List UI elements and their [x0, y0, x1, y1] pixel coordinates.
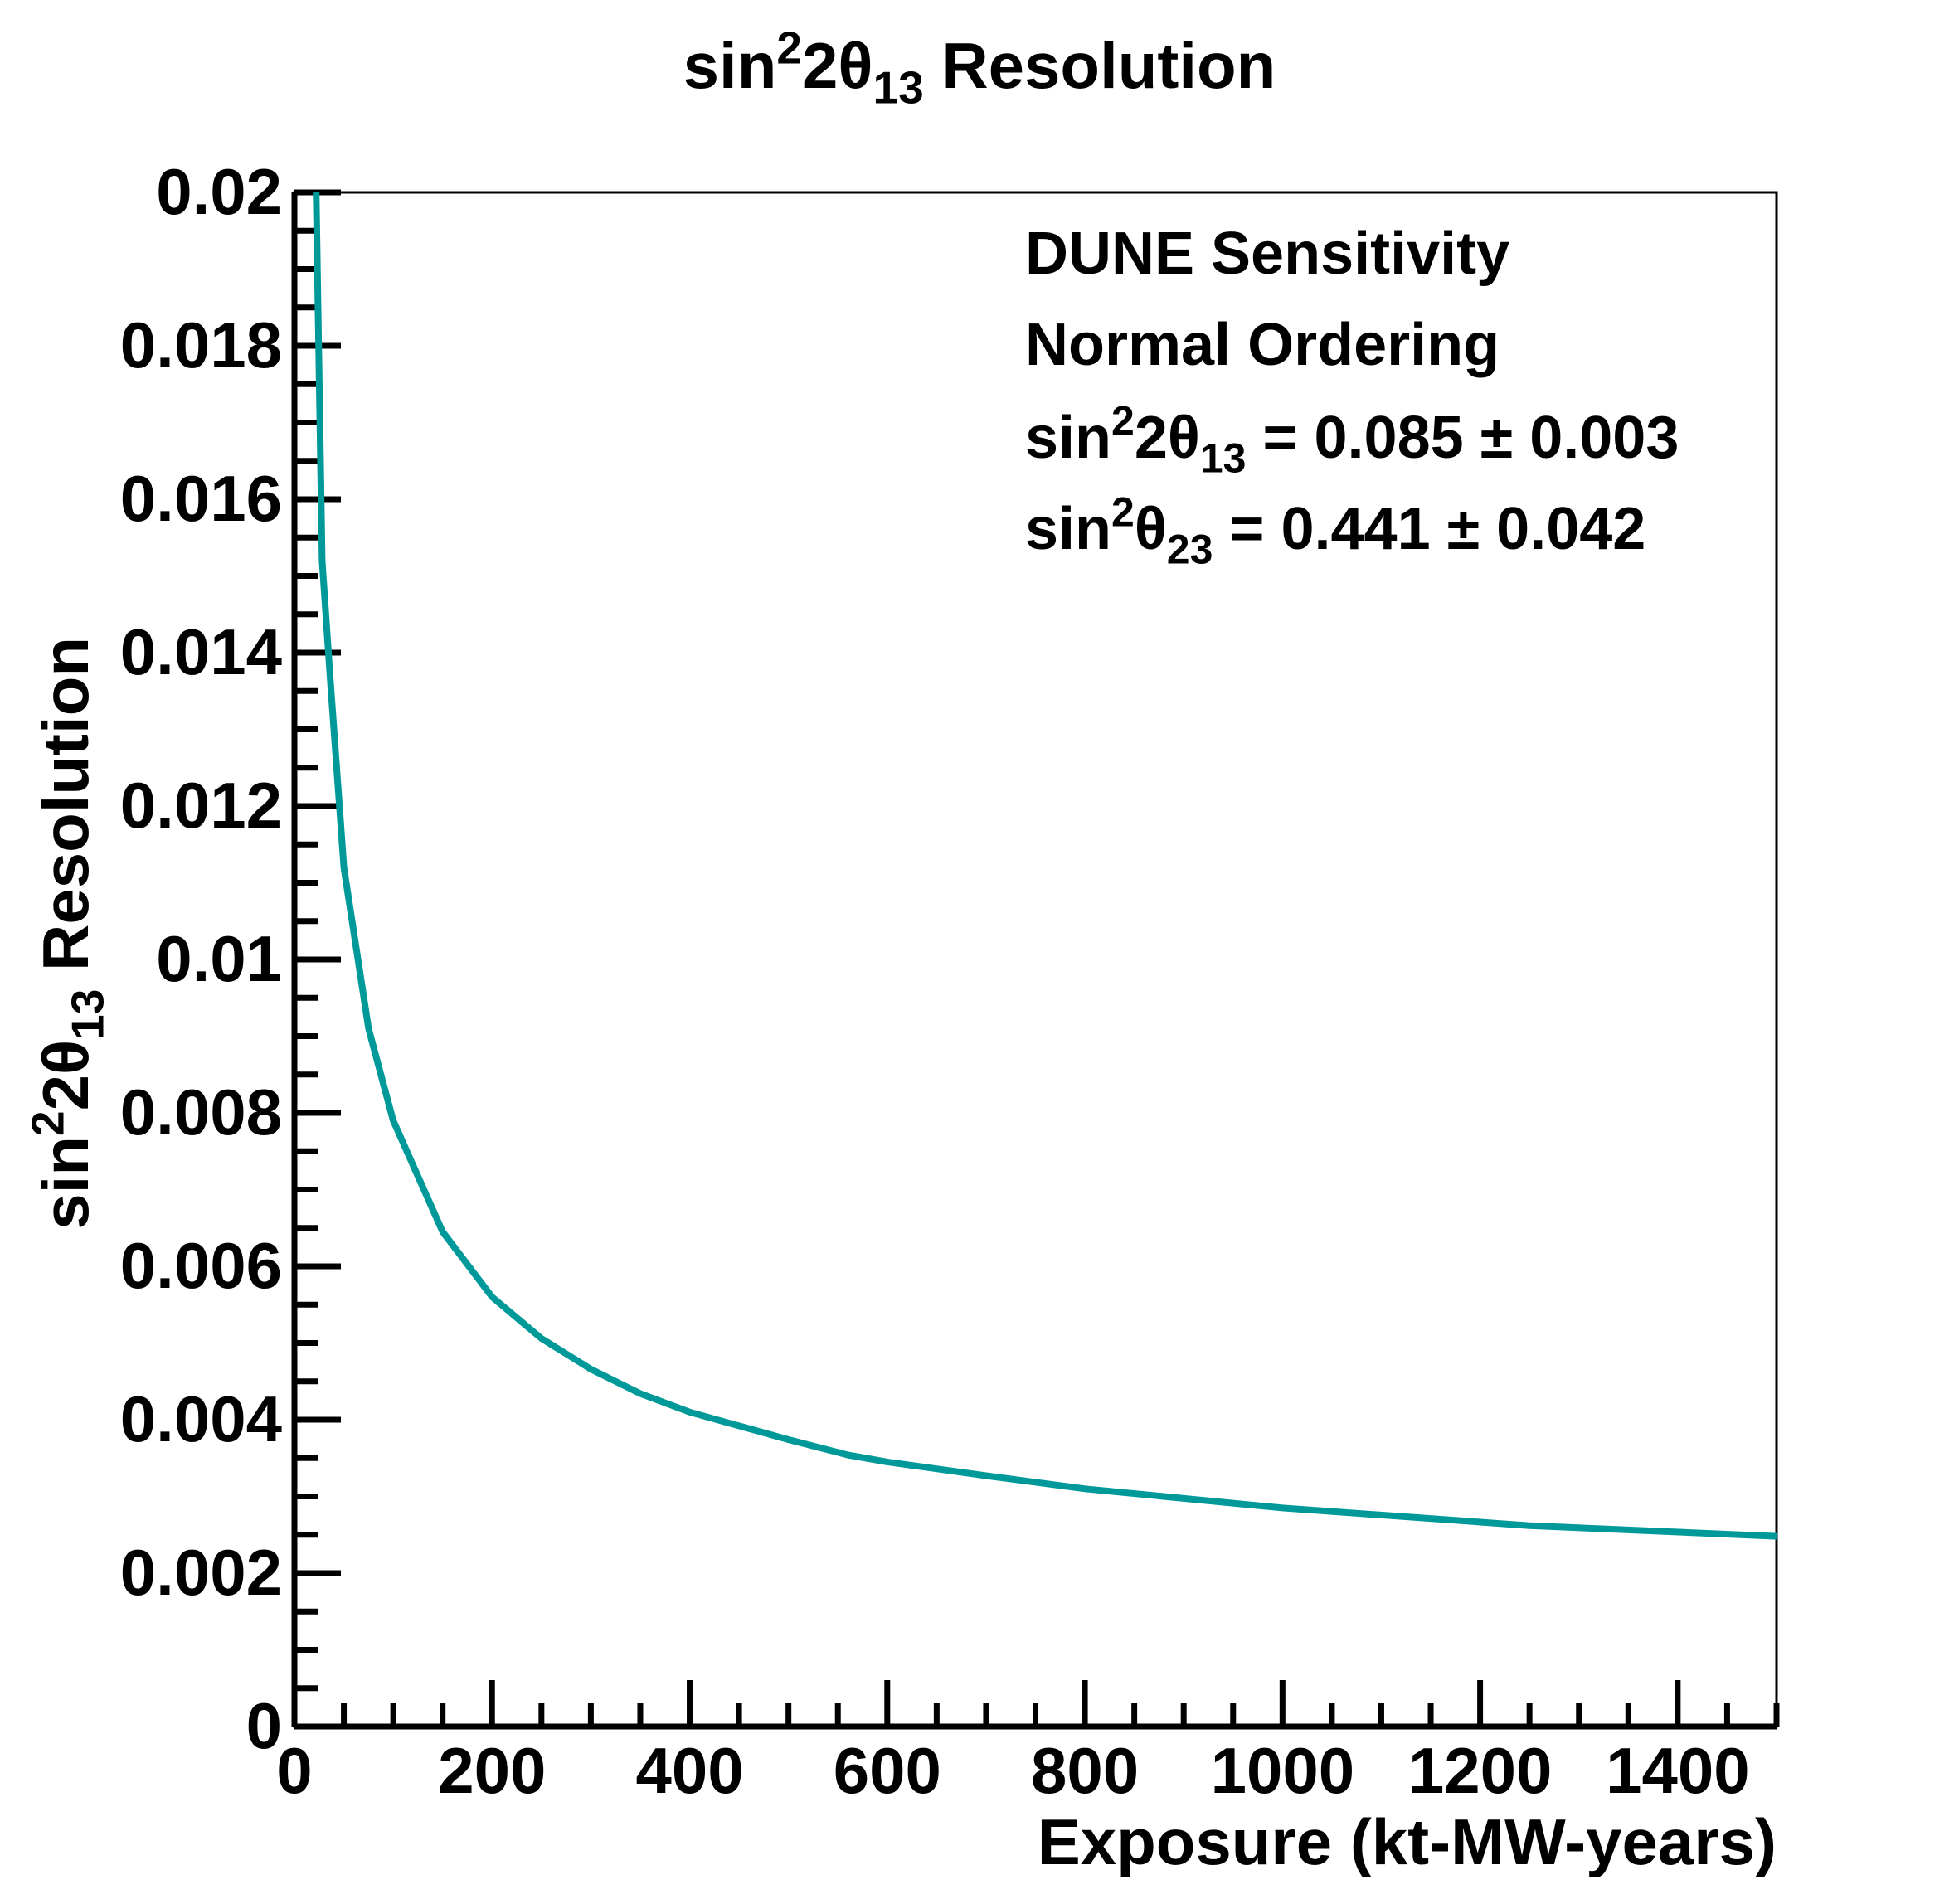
- x-tick-label: 600: [834, 1734, 941, 1807]
- y-tick-label: 0.002: [120, 1536, 282, 1609]
- x-tick-label: 400: [635, 1734, 743, 1807]
- axis-ticks-layer: [291, 189, 1780, 1730]
- y-tick-label: 0: [246, 1689, 282, 1762]
- labels-layer: 0 0.002 0.004 0.006 0.008 0.01 0.012 0.014 0.016…: [22, 22, 1777, 1878]
- series-layer: [313, 192, 1777, 1540]
- x-tick-label: 1400: [1606, 1734, 1750, 1807]
- y-tick-label: 0.014: [120, 615, 282, 688]
- y-tick-label: 0.004: [120, 1382, 282, 1455]
- series-line: [313, 192, 1777, 1540]
- y-tick-label: 0.012: [120, 769, 282, 842]
- annotation-title: DUNE Sensitivity: [1025, 221, 1509, 287]
- x-tick-label: 0: [276, 1734, 312, 1807]
- y-tick-label: 0.02: [156, 155, 282, 228]
- annotation-theta13: sin22θ13 = 0.085 ± 0.003: [1025, 398, 1679, 482]
- annotation-ordering: Normal Ordering: [1025, 312, 1500, 378]
- y-axis-label: sin22θ13 Resolution: [22, 637, 113, 1230]
- y-tick-label: 0.008: [120, 1076, 282, 1149]
- x-tick-label: 800: [1031, 1734, 1139, 1807]
- y-tick-label: 0.018: [120, 308, 282, 381]
- y-tick-label: 0.006: [120, 1229, 282, 1302]
- y-tick-label: 0.01: [156, 922, 282, 995]
- x-tick-label: 1000: [1211, 1734, 1355, 1807]
- y-tick-label: 0.016: [120, 462, 282, 535]
- chart-title: sin22θ13 Resolution: [683, 22, 1276, 113]
- x-axis-label: Exposure (kt-MW-years): [1038, 1805, 1777, 1878]
- x-tick-label: 200: [438, 1734, 546, 1807]
- x-tick-label: 1200: [1408, 1734, 1553, 1807]
- annotation-theta23: sin2θ23 = 0.441 ± 0.042: [1025, 489, 1645, 573]
